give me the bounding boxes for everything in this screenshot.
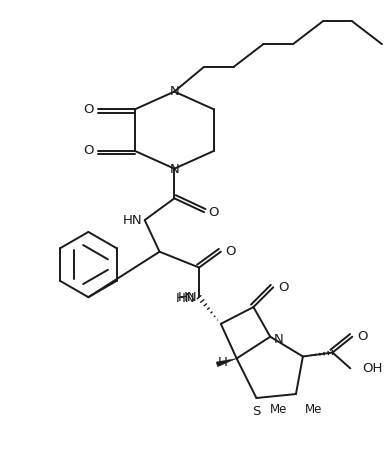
Text: O: O: [209, 206, 219, 219]
Text: OH: OH: [362, 362, 383, 375]
Text: HN: HN: [177, 291, 197, 304]
Text: N: N: [170, 163, 179, 176]
Text: O: O: [83, 103, 94, 116]
Text: Me: Me: [305, 403, 322, 416]
Text: H: H: [218, 356, 228, 369]
Text: N: N: [170, 85, 179, 98]
Polygon shape: [216, 359, 237, 367]
Text: HN: HN: [123, 213, 143, 227]
Text: S: S: [252, 405, 261, 418]
Text: HN: HN: [175, 291, 195, 305]
Text: Me: Me: [270, 403, 287, 416]
Text: O: O: [278, 281, 288, 294]
Text: O: O: [225, 245, 236, 258]
Text: N: N: [273, 333, 283, 346]
Text: O: O: [357, 330, 367, 343]
Text: O: O: [83, 144, 94, 158]
